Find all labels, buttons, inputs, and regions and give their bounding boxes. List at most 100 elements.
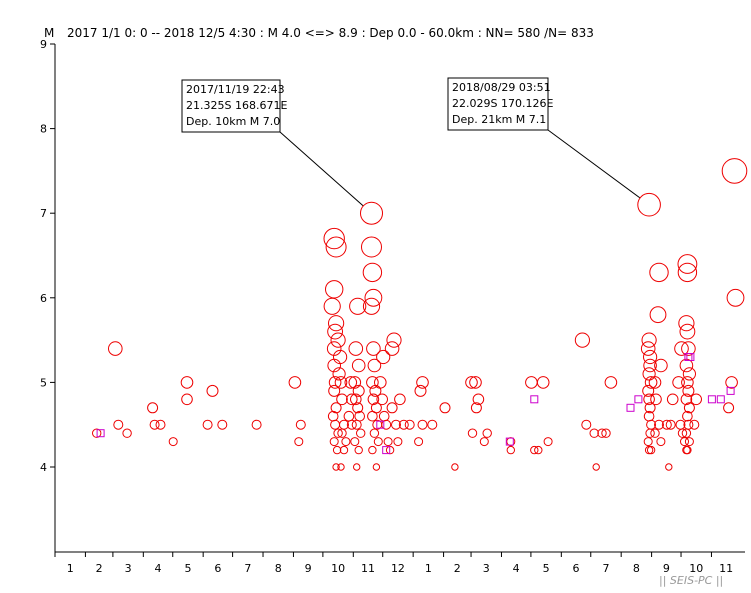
x-month-label: 8 bbox=[633, 562, 640, 575]
x-month-label: 10 bbox=[331, 562, 345, 575]
event-circle bbox=[251, 419, 262, 430]
event-circle bbox=[373, 437, 383, 447]
event-circle bbox=[677, 428, 688, 438]
x-month-label: 3 bbox=[125, 562, 132, 575]
event-circle bbox=[332, 463, 340, 471]
event-circle bbox=[180, 376, 194, 389]
event-square bbox=[726, 386, 735, 395]
event-circle bbox=[378, 410, 390, 422]
event-circle bbox=[650, 393, 662, 406]
event-circle bbox=[681, 341, 696, 356]
event-circle bbox=[108, 341, 123, 356]
event-circle bbox=[684, 437, 694, 447]
x-month-label: 1 bbox=[425, 562, 432, 575]
event-circle bbox=[398, 419, 409, 430]
event-circle bbox=[644, 402, 656, 414]
y-tick-label: 5 bbox=[40, 376, 47, 389]
event-circle bbox=[348, 376, 362, 389]
event-circle bbox=[294, 437, 304, 447]
x-month-label: 8 bbox=[275, 562, 282, 575]
x-month-label: 5 bbox=[184, 562, 191, 575]
event-circle bbox=[384, 341, 400, 356]
event-circle bbox=[113, 419, 124, 430]
event-circle bbox=[346, 393, 358, 406]
event-circle bbox=[348, 341, 364, 356]
event-circle bbox=[372, 463, 381, 471]
annotation-text: 22.029S 170.126E bbox=[452, 97, 553, 110]
event-circle bbox=[682, 367, 697, 381]
event-circle bbox=[643, 437, 653, 447]
event-circle bbox=[350, 437, 360, 447]
event-circle bbox=[679, 323, 696, 340]
event-circle bbox=[336, 393, 348, 406]
y-tick-label: 7 bbox=[40, 207, 47, 220]
event-circle bbox=[356, 428, 366, 438]
event-circle bbox=[665, 419, 676, 430]
event-circle bbox=[343, 410, 355, 422]
event-circle bbox=[680, 437, 689, 447]
event-circle bbox=[679, 358, 694, 373]
event-circle bbox=[330, 419, 341, 430]
annotation-boxes: 2017/11/19 22:43 21.325S 168.671E Dep. 10k… bbox=[181, 77, 553, 133]
event-circle bbox=[368, 445, 377, 455]
event-circle bbox=[181, 393, 193, 406]
event-circle bbox=[525, 376, 538, 389]
event-circle bbox=[374, 376, 387, 389]
event-circle bbox=[381, 419, 392, 430]
annotation-text: 2017/11/19 22:43 bbox=[186, 83, 285, 96]
event-circle bbox=[642, 384, 655, 397]
event-circle bbox=[362, 297, 381, 315]
event-circle bbox=[723, 402, 735, 414]
annotation-leaders bbox=[279, 129, 641, 207]
event-circle bbox=[376, 349, 391, 365]
event-circle bbox=[341, 437, 351, 447]
event-circle bbox=[147, 402, 159, 414]
event-square bbox=[382, 446, 391, 455]
event-circle bbox=[352, 384, 365, 397]
event-circle bbox=[536, 376, 550, 389]
event-circle bbox=[332, 445, 342, 455]
event-circle bbox=[217, 419, 228, 430]
x-month-label: 2 bbox=[96, 562, 103, 575]
event-circle bbox=[325, 280, 344, 299]
annotation-box bbox=[181, 79, 281, 133]
event-circle bbox=[327, 323, 344, 340]
event-circle bbox=[683, 445, 692, 455]
x-month-label: 7 bbox=[244, 562, 251, 575]
event-circle bbox=[351, 358, 366, 373]
event-circle bbox=[690, 393, 703, 406]
event-circle bbox=[367, 393, 380, 406]
event-circle bbox=[360, 201, 383, 225]
event-circle bbox=[543, 437, 553, 447]
event-circle bbox=[353, 463, 361, 471]
annotation-text: Dep. 10km M 7.0 bbox=[186, 115, 280, 128]
event-circle bbox=[346, 419, 357, 430]
event-circle bbox=[288, 376, 302, 389]
event-square bbox=[96, 429, 105, 438]
event-circle bbox=[439, 402, 451, 414]
event-circle bbox=[644, 376, 658, 389]
event-circle bbox=[383, 437, 393, 447]
x-month-label: 10 bbox=[689, 562, 703, 575]
event-circle bbox=[597, 428, 607, 438]
event-circle bbox=[332, 367, 346, 381]
event-circle bbox=[394, 393, 406, 406]
event-circle bbox=[650, 428, 660, 438]
event-circle bbox=[479, 437, 489, 447]
event-circle bbox=[643, 393, 655, 406]
event-circle bbox=[678, 315, 695, 332]
event-circle bbox=[427, 419, 438, 430]
event-circle bbox=[344, 376, 358, 389]
event-circle bbox=[643, 349, 658, 365]
event-circle bbox=[642, 367, 656, 381]
annotation-box bbox=[447, 77, 549, 131]
x-month-label: 5 bbox=[543, 562, 550, 575]
event-circle bbox=[149, 419, 160, 430]
event-circle bbox=[168, 437, 178, 447]
event-square bbox=[505, 437, 514, 446]
event-circle bbox=[465, 376, 478, 389]
event-circle bbox=[665, 463, 673, 471]
event-circle bbox=[530, 445, 539, 455]
event-circle bbox=[366, 341, 381, 356]
